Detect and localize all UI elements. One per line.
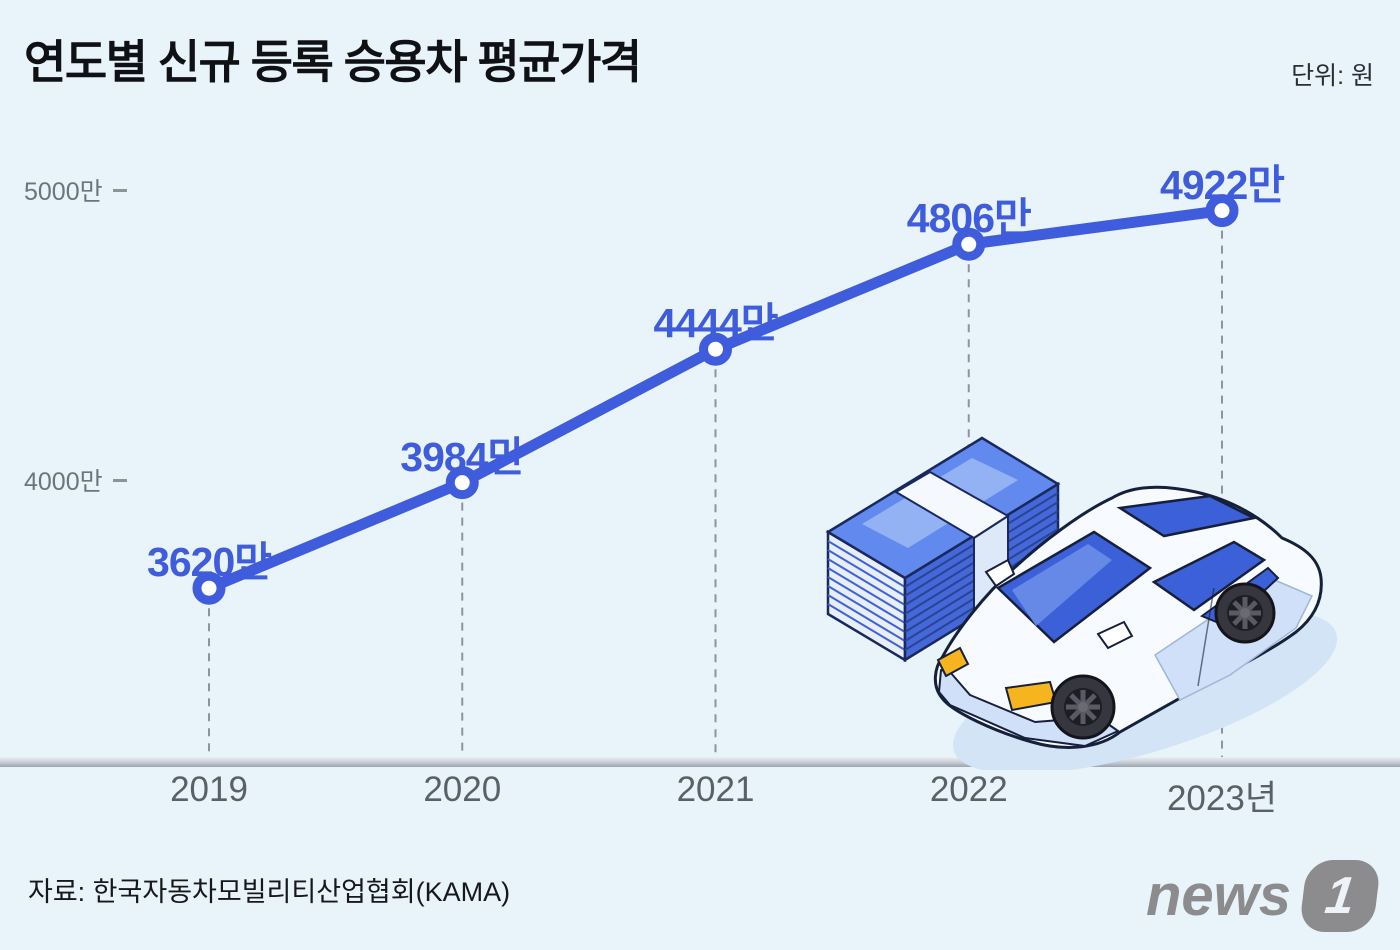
data-point-2020 [445,466,479,500]
car-icon [933,485,1338,770]
x-axis-label-2023년: 2023년 [1166,779,1278,818]
y-tick-label: 4000만 [24,462,127,498]
x-axis-label-2022: 2022 [929,770,1008,809]
source-credit: 자료: 한국자동차모빌리티산업협회(KAMA) [28,877,511,907]
data-point-2021 [699,332,732,366]
data-point-2019 [192,571,226,605]
y-tick-mark [112,188,127,192]
point-value-label-2019: 3620만 [147,539,272,586]
page-title: 연도별 신규 등록 승용차 평균가격 [24,36,642,88]
news1-logo: news 1 [1145,856,1382,936]
x-axis-line [0,757,1400,767]
money-stack-icon [825,436,1061,663]
x-axis-label-2020: 2020 [423,770,502,809]
point-value-label-2023년: 4922만 [1160,161,1285,208]
rear-wheel-icon [1214,582,1276,644]
point-value-label-2020: 3984만 [400,433,525,480]
unit-label: 단위: 원 [1291,62,1374,90]
point-value-label-2021: 4444만 [653,300,779,347]
money-and-car-illustration [825,436,1338,770]
x-axis-label-2019: 2019 [170,770,248,809]
front-wheel-icon [1050,674,1116,740]
y-tick-mark [112,478,127,482]
data-point-2022 [952,227,986,261]
news1-logo-text: news [1145,863,1291,928]
news1-logo-badge: 1 [1298,860,1382,932]
y-tick-label: 5000만 [24,172,127,208]
x-axis-label-2021: 2021 [676,770,755,809]
data-point-2023년 [1205,194,1239,228]
point-value-label-2022: 4806만 [906,195,1032,242]
